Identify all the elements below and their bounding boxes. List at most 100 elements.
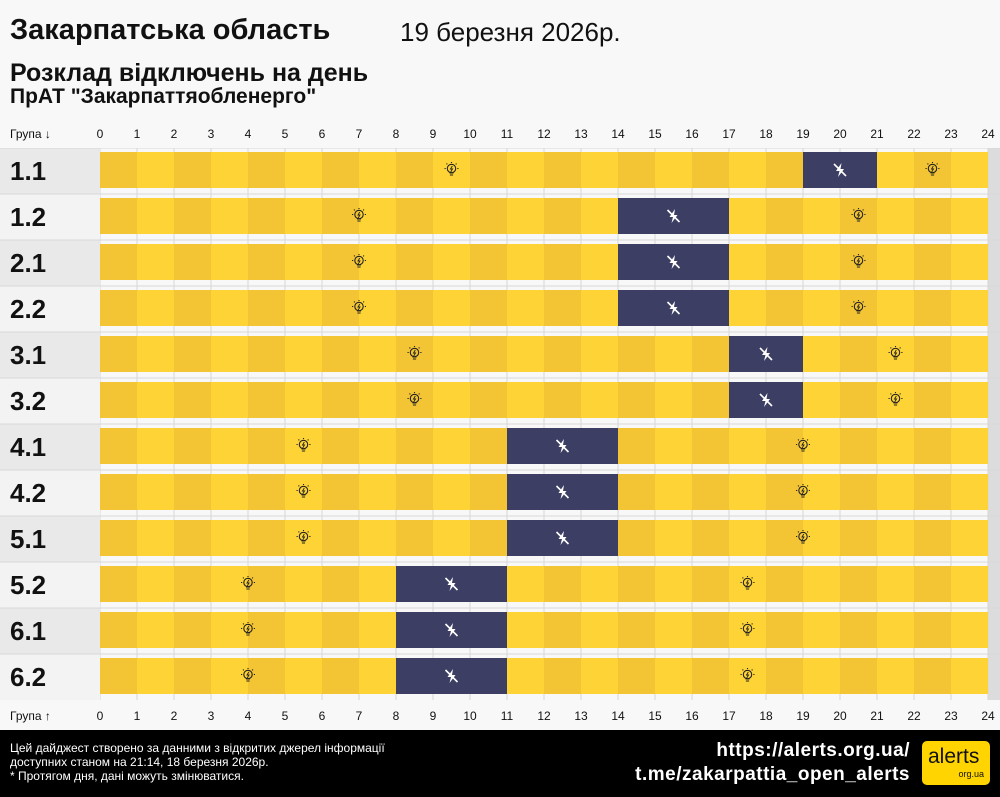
power-on-cell [322,566,359,602]
power-on-cell [248,152,285,188]
power-on-cell [248,428,285,464]
power-on-cell [951,566,988,602]
power-on-cell [618,658,655,694]
lightbulb-icon [407,346,422,360]
power-on-cell [951,198,988,234]
group-label: 1.1 [10,156,46,186]
power-on-cell [803,428,840,464]
power-on-cell [951,152,988,188]
power-on-cell [877,152,914,188]
power-on-cell [137,612,174,648]
group-label-cell [0,194,100,240]
power-on-cell [914,566,951,602]
power-on-cell [766,428,803,464]
power-on-cell [840,566,877,602]
group-label-cell [0,608,100,654]
power-on-cell [396,520,433,556]
power-on-cell [137,520,174,556]
power-on-cell [322,382,359,418]
group-label: 5.2 [10,570,46,600]
power-on-cell [211,290,248,326]
lightbulb-icon [888,346,903,360]
no-power-icon [833,163,847,177]
power-on-cell [211,198,248,234]
power-on-cell [433,336,470,372]
power-on-cell [544,612,581,648]
power-on-cell [914,382,951,418]
region-title: Закарпатська область [10,14,331,46]
power-on-cell [877,566,914,602]
power-on-cell [322,520,359,556]
hour-tick-label: 3 [207,127,215,141]
power-on-cell [766,520,803,556]
lightbulb-icon [296,530,311,544]
hour-tick-label: 16 [685,127,699,141]
power-on-cell [766,566,803,602]
power-on-cell [137,566,174,602]
power-on-cell [507,152,544,188]
lightbulb-icon [444,162,459,176]
power-on-cell [211,658,248,694]
power-on-cell [396,474,433,510]
power-on-cell [803,566,840,602]
power-on-cell [100,612,137,648]
power-on-cell [322,428,359,464]
power-on-cell [470,198,507,234]
hour-tick-label: 15 [648,127,662,141]
power-on-cell [914,658,951,694]
power-on-cell [100,474,137,510]
group-label: 2.1 [10,248,46,278]
power-on-cell [174,520,211,556]
power-on-cell [803,336,840,372]
power-on-cell [766,658,803,694]
power-on-cell [914,474,951,510]
no-power-icon [555,531,570,545]
website-link[interactable]: https://alerts.org.ua/ [716,740,910,761]
hour-tick-label: 21 [870,709,884,723]
power-on-cell [544,336,581,372]
power-on-cell [951,336,988,372]
hour-tick-label: 12 [537,709,551,723]
group-label-cell [0,378,100,424]
outage-schedule-chart: 1.1 1.2 2.1 2.2 3.1 3.2 4.1 4.2 5.1 5.2 6.1 6.2 [0,148,1000,700]
lightbulb-icon [851,208,866,222]
power-on-cell [396,428,433,464]
power-on-cell [766,244,803,280]
power-on-cell [285,566,322,602]
group-label-cell [0,240,100,286]
power-on-cell [655,428,692,464]
group-label: 3.2 [10,386,46,416]
power-on-cell [396,290,433,326]
lightbulb-icon [740,576,755,590]
power-on-cell [100,520,137,556]
power-on-cell [951,474,988,510]
power-on-cell [507,198,544,234]
power-on-cell [359,474,396,510]
hour-tick-label: 14 [611,127,625,141]
schedule-subtitle: Розклад відключень на день [10,59,369,87]
power-on-cell [655,336,692,372]
power-on-cell [100,566,137,602]
no-power-icon [444,623,459,637]
power-on-cell [951,658,988,694]
power-on-cell [470,428,507,464]
footer-note-1: Цей дайджест створено за данними з відкр… [10,741,385,755]
hour-tick-label: 4 [244,127,252,141]
power-on-cell [914,520,951,556]
lightbulb-icon [740,668,755,682]
telegram-link[interactable]: t.me/zakarpattia_open_alerts [635,764,910,785]
power-on-cell [100,198,137,234]
power-on-cell [248,612,285,648]
hour-tick-label: 24 [981,709,995,723]
power-on-cell [655,152,692,188]
power-on-cell [840,428,877,464]
hour-tick-label: 13 [574,709,588,723]
power-on-cell [137,244,174,280]
power-on-cell [100,336,137,372]
no-power-icon [444,577,459,591]
lightbulb-icon [740,622,755,636]
hour-tick-label: 1 [133,709,141,723]
power-on-cell [803,658,840,694]
power-on-cell [877,520,914,556]
power-on-cell [877,612,914,648]
